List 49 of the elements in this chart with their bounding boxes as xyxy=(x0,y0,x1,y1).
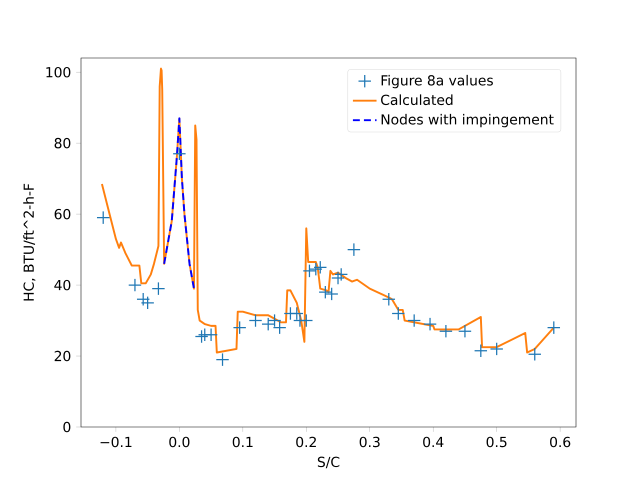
x-tick-label: 0.3 xyxy=(360,436,380,448)
point xyxy=(334,268,348,282)
x-axis-title: S/C xyxy=(318,456,340,468)
point xyxy=(439,324,453,338)
x-tick-label: 0.2 xyxy=(296,436,316,448)
x-tick-label: 0.6 xyxy=(550,436,570,448)
point xyxy=(318,285,332,300)
point xyxy=(152,282,166,296)
point xyxy=(382,292,396,306)
legend-label: Calculated xyxy=(381,94,452,106)
point xyxy=(136,292,150,306)
point xyxy=(546,320,561,335)
legend-label: Figure 8a values xyxy=(382,74,493,88)
point xyxy=(474,344,488,358)
point xyxy=(308,262,323,276)
x-tick-label: 0.5 xyxy=(486,436,506,448)
point xyxy=(302,264,316,278)
point xyxy=(490,342,504,356)
x-tick-label: −0.1 xyxy=(100,436,132,448)
y-tick-label: 20 xyxy=(54,350,70,362)
point xyxy=(299,314,314,328)
point xyxy=(128,278,142,292)
y-axis-title: HC, BTU/ft^2-h-F xyxy=(23,184,36,301)
point xyxy=(347,242,361,256)
point xyxy=(248,314,262,328)
point xyxy=(423,317,437,331)
y-tick-label: 80 xyxy=(54,138,70,148)
point xyxy=(407,314,422,328)
x-tick-label: 0.4 xyxy=(423,436,444,448)
point xyxy=(391,306,406,320)
point xyxy=(528,347,542,362)
x-tick-label: 0.1 xyxy=(232,436,253,448)
point xyxy=(261,317,276,331)
point xyxy=(324,287,339,301)
y-tick-label: 60 xyxy=(54,208,70,220)
point xyxy=(96,210,110,225)
point xyxy=(204,328,218,342)
y-tick-label: 40 xyxy=(54,280,70,290)
y-tick-label: 100 xyxy=(46,66,70,78)
point xyxy=(172,146,186,161)
point xyxy=(331,271,345,285)
point xyxy=(216,352,230,366)
y-tick-label: 0 xyxy=(63,422,70,432)
x-tick-label: 0.0 xyxy=(169,436,190,448)
point xyxy=(232,320,247,335)
point xyxy=(458,324,472,338)
legend-label: Nodes with impingement xyxy=(382,114,554,128)
point xyxy=(194,330,208,344)
point xyxy=(313,260,328,274)
